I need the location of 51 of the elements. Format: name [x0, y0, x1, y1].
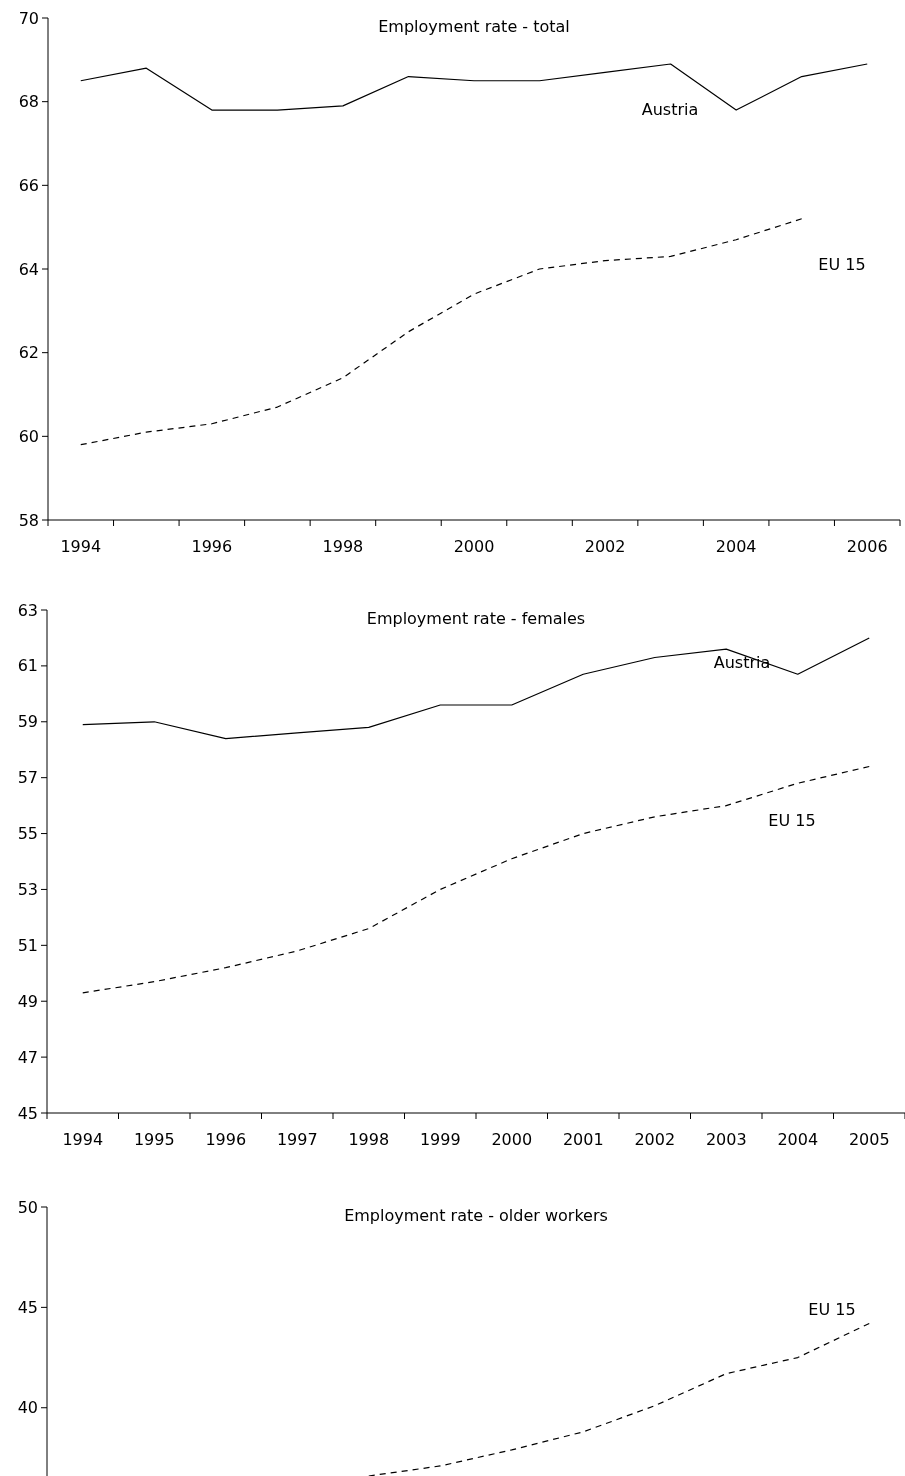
line-series — [82, 637, 870, 740]
x-tick-label: 2002 — [584, 537, 626, 556]
y-tick-label: 63 — [17, 600, 38, 620]
line-series — [82, 765, 870, 994]
y-tick-label: 51 — [17, 935, 38, 955]
line-series — [368, 1322, 870, 1476]
y-tick-label: 57 — [17, 768, 38, 788]
y-tick-label: 55 — [17, 824, 38, 844]
y-tick-label: 66 — [18, 175, 39, 195]
x-tick-label: 1997 — [276, 1130, 318, 1149]
line-series — [80, 218, 803, 446]
x-tick-label: 1998 — [322, 537, 364, 556]
x-tick-label: 1996 — [205, 1130, 247, 1149]
x-tick-label: 1995 — [133, 1130, 175, 1149]
y-tick-label: 70 — [18, 8, 39, 28]
y-tick-label: 53 — [17, 880, 38, 900]
x-tick-label: 1996 — [191, 537, 233, 556]
y-tick-label: 61 — [17, 656, 38, 676]
x-tick-label: 2004 — [715, 537, 757, 556]
chart-title: Employment rate - females — [366, 609, 586, 628]
x-tick-label: 1998 — [348, 1130, 390, 1149]
series-label: EU 15 — [768, 811, 816, 830]
x-tick-label: 2003 — [705, 1130, 747, 1149]
y-tick-label: 45 — [17, 1103, 38, 1123]
y-tick-label: 60 — [18, 426, 39, 446]
x-tick-label: 2001 — [562, 1130, 604, 1149]
chart-title: Employment rate - total — [378, 17, 570, 36]
series-label: EU 15 — [808, 1300, 856, 1319]
y-tick-label: 40 — [17, 1398, 38, 1418]
x-tick-label: 2000 — [491, 1130, 533, 1149]
text: EU 15 — [818, 255, 866, 274]
y-tick-label: 50 — [17, 1197, 38, 1217]
x-tick-label: 2005 — [848, 1130, 890, 1149]
y-tick-label: 49 — [17, 991, 38, 1011]
y-tick-label: 62 — [18, 343, 39, 363]
y-tick-label: 47 — [17, 1047, 38, 1067]
series-label: Austria — [713, 653, 771, 672]
y-tick-label: 64 — [18, 259, 39, 279]
y-tick-label: 68 — [18, 92, 39, 112]
x-tick-label: 1994 — [60, 537, 102, 556]
x-tick-label: 1999 — [419, 1130, 461, 1149]
x-tick-label: 1994 — [62, 1130, 104, 1149]
series-label: Austria — [641, 100, 699, 119]
y-tick-label: 58 — [18, 510, 39, 530]
x-tick-label: 2004 — [777, 1130, 819, 1149]
x-tick-label: 2002 — [634, 1130, 676, 1149]
y-tick-label: 59 — [17, 712, 38, 732]
chart-title: Employment rate - older workers — [344, 1206, 608, 1225]
x-tick-label: 2006 — [846, 537, 888, 556]
x-tick-label: 2000 — [453, 537, 495, 556]
y-tick-label: 45 — [17, 1297, 38, 1317]
